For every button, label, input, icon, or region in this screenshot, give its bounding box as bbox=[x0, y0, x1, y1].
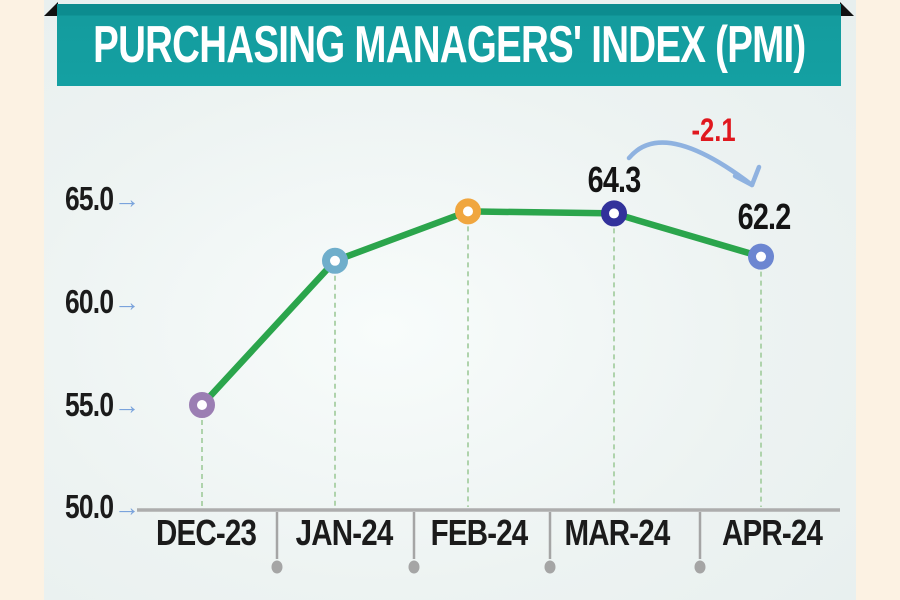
y-tick-50: 50.0 → bbox=[30, 487, 140, 527]
change-annotation: -2.1 bbox=[691, 112, 737, 148]
tick-dot-1 bbox=[408, 560, 420, 574]
tick-dot-0 bbox=[271, 560, 283, 574]
tick-dot-2 bbox=[544, 560, 556, 574]
y-tick-65-label: 65.0 bbox=[64, 180, 114, 217]
data-point-DEC-23 bbox=[189, 392, 215, 418]
x-label-dec-23: DEC-23 bbox=[155, 512, 257, 553]
tick-arrow-icon: → bbox=[114, 492, 140, 522]
chart-title: PURCHASING MANAGERS' INDEX (PMI) bbox=[92, 16, 806, 74]
chart-card bbox=[44, 0, 856, 600]
y-tick-60: 60.0 → bbox=[30, 282, 140, 322]
data-label-apr-24: 62.2 bbox=[737, 196, 792, 237]
x-label-jan-24: JAN-24 bbox=[295, 512, 394, 553]
title-banner: PURCHASING MANAGERS' INDEX (PMI) bbox=[57, 4, 841, 86]
x-label-mar-24: MAR-24 bbox=[564, 512, 671, 553]
y-tick-55-label: 55.0 bbox=[64, 386, 114, 423]
y-tick-50-label: 50.0 bbox=[64, 488, 114, 525]
data-point-APR-24 bbox=[748, 243, 774, 270]
data-point-FEB-24 bbox=[455, 198, 481, 225]
pmi-line bbox=[198, 208, 765, 409]
x-label-apr-24: APR-24 bbox=[721, 512, 823, 553]
y-tick-55: 55.0 → bbox=[30, 385, 140, 425]
tick-arrow-icon: → bbox=[114, 287, 140, 317]
tick-arrow-icon: → bbox=[114, 184, 140, 214]
y-tick-60-label: 60.0 bbox=[64, 283, 114, 320]
y-tick-65: 65.0 → bbox=[30, 179, 140, 219]
data-point-MAR-24 bbox=[601, 200, 627, 227]
change-arrow bbox=[626, 140, 755, 188]
tick-dot-3 bbox=[694, 560, 706, 574]
x-label-feb-24: FEB-24 bbox=[430, 512, 529, 553]
tick-arrow-icon: → bbox=[114, 390, 140, 420]
data-point-JAN-24 bbox=[322, 247, 348, 274]
change-arrow-head bbox=[732, 164, 762, 188]
data-label-mar-24: 64.3 bbox=[587, 159, 642, 200]
